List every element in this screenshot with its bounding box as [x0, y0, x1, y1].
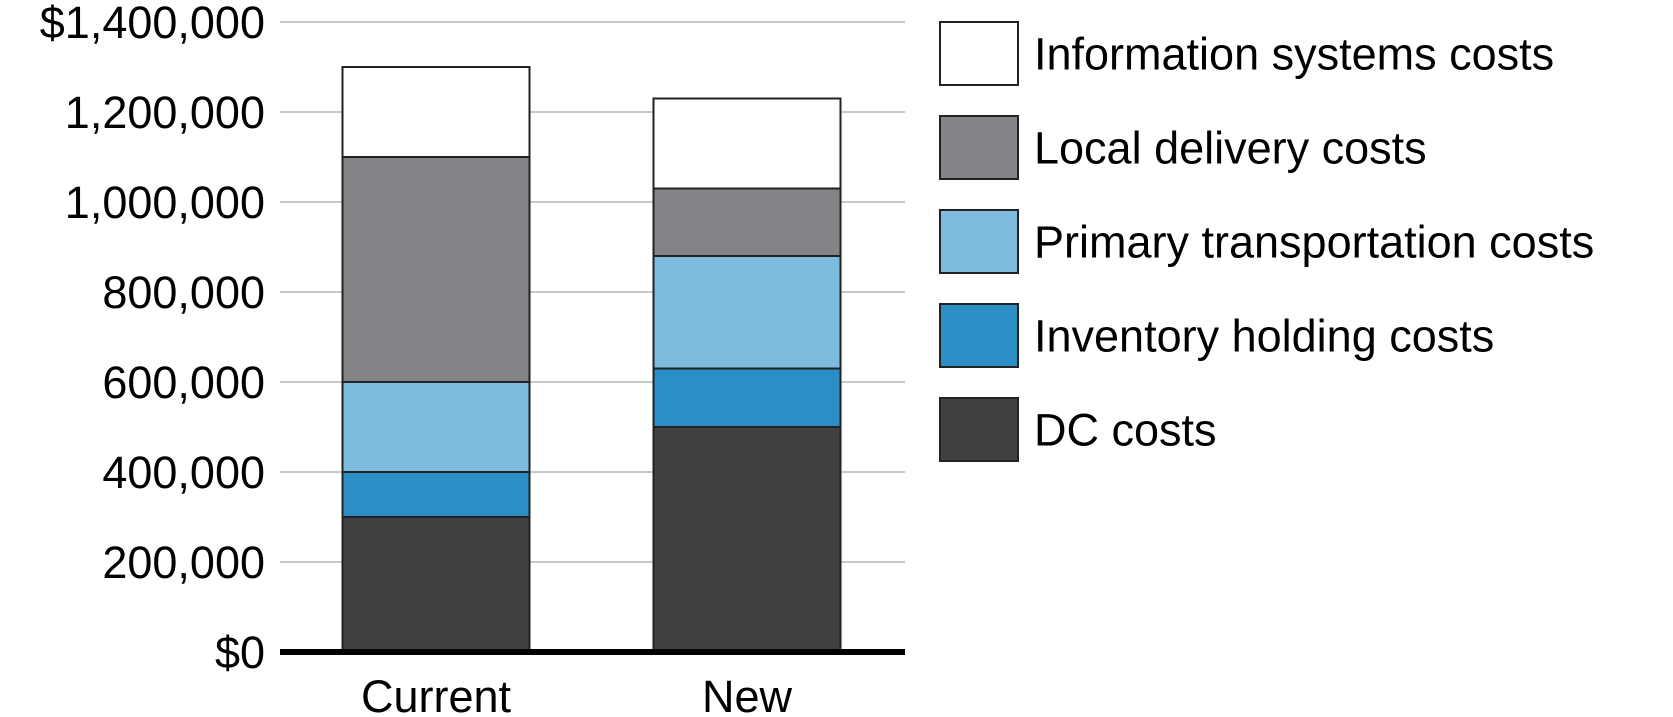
legend-swatch: [939, 115, 1019, 180]
bar-stack-current: [341, 66, 531, 653]
y-tick-label: 1,000,000: [65, 177, 265, 228]
y-tick-label: $1,400,000: [40, 0, 265, 48]
legend-item-primary-transportation-costs: Primary transportation costs: [939, 209, 1594, 274]
legend-label: DC costs: [1034, 405, 1217, 456]
bar-segment-information-systems-costs: [341, 66, 531, 158]
legend-item-local-delivery-costs: Local delivery costs: [939, 115, 1427, 180]
bar-segment-local-delivery-costs: [652, 187, 842, 257]
bar-segment-dc-costs: [652, 426, 842, 653]
legend-label: Inventory holding costs: [1034, 311, 1494, 362]
legend-item-information-systems-costs: Information systems costs: [939, 21, 1554, 86]
legend: Information systems costs Local delivery …: [939, 21, 1594, 462]
legend-swatch: [939, 303, 1019, 368]
bar-segment-inventory-holding-costs: [652, 367, 842, 428]
bar-segment-information-systems-costs: [652, 97, 842, 190]
x-category-label: Current: [361, 671, 512, 717]
legend-label: Local delivery costs: [1034, 123, 1427, 174]
bar-segment-primary-transportation-costs: [652, 255, 842, 370]
x-axis: Current New: [361, 671, 793, 717]
y-tick-label: 800,000: [102, 267, 265, 318]
bar-segment-dc-costs: [341, 516, 531, 653]
legend-swatch: [939, 21, 1019, 86]
legend-label: Primary transportation costs: [1034, 217, 1594, 268]
y-axis: $0 200,000 400,000 600,000 800,000 1,000,000 1…: [40, 0, 265, 678]
x-category-label: New: [702, 671, 793, 717]
bar-stacks: [341, 66, 842, 653]
bar-stack-new: [652, 97, 842, 653]
y-tick-label: 1,200,000: [65, 87, 265, 138]
y-tick-label: 600,000: [102, 357, 265, 408]
bar-segment-local-delivery-costs: [341, 156, 531, 383]
y-tick-label: $0: [215, 627, 265, 678]
y-tick-label: 200,000: [102, 537, 265, 588]
legend-label: Information systems costs: [1034, 29, 1554, 80]
legend-swatch: [939, 397, 1019, 462]
legend-item-dc-costs: DC costs: [939, 397, 1217, 462]
legend-swatch: [939, 209, 1019, 274]
bar-segment-primary-transportation-costs: [341, 381, 531, 473]
legend-item-inventory-holding-costs: Inventory holding costs: [939, 303, 1494, 368]
bar-segment-inventory-holding-costs: [341, 471, 531, 518]
y-tick-label: 400,000: [102, 447, 265, 498]
